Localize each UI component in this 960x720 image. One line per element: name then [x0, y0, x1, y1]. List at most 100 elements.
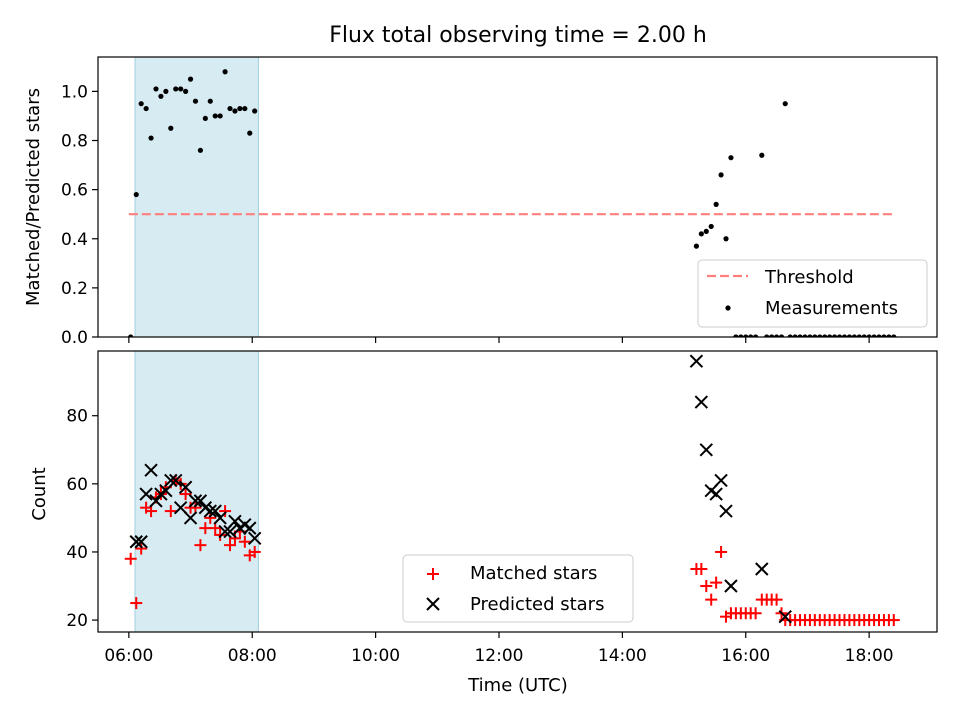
matched-star-point	[179, 488, 192, 501]
ratio-panel: 0.0 0.2 0.4 0.6 0.8 1.0 Matched/Predicted sta…	[23, 56, 938, 348]
predicted-star-point	[134, 535, 148, 549]
count-shaded-window	[134, 350, 259, 633]
measurement-point	[861, 334, 867, 337]
measurement-point	[817, 334, 823, 337]
count-panel: 20 40 60 80 06:00 08:00 10:00 12:00 14:00 16:00 1…	[29, 350, 938, 696]
matched-star-point	[238, 535, 251, 548]
measurement-point	[787, 334, 793, 337]
predicted-star-point	[144, 463, 158, 477]
predicted-star-point	[173, 500, 188, 515]
predicted-star-point	[164, 473, 178, 488]
measurement-point	[708, 223, 714, 230]
y-tick-label: 0.8	[61, 132, 88, 152]
matched-star-point	[695, 562, 708, 575]
matched-star-point	[224, 539, 237, 552]
x-tick-label: 18:00	[845, 646, 894, 666]
measurement-point	[792, 334, 798, 337]
measurement-point	[802, 334, 808, 337]
matched-star-point	[749, 607, 762, 620]
measurement-point	[713, 201, 719, 207]
predicted-star-point	[223, 524, 237, 539]
measurement-point	[886, 334, 892, 337]
measurement-point	[693, 243, 700, 249]
measurement-point	[866, 334, 872, 337]
count-legend-frame	[402, 554, 634, 623]
measurement-point	[822, 334, 828, 337]
matched-star-point	[130, 597, 143, 610]
measurement-point	[138, 101, 144, 107]
measurement-point	[168, 125, 174, 131]
measurement-point	[183, 88, 189, 94]
predicted-star-point	[159, 483, 173, 498]
predicted-star-point	[213, 511, 227, 525]
measurement-point	[807, 334, 813, 337]
count-series	[124, 354, 900, 627]
predicted-star-point	[169, 473, 183, 488]
x-tick-label: 10:00	[351, 646, 400, 666]
x-axis-label: Time (UTC)	[467, 675, 568, 696]
measurement-point	[718, 172, 724, 178]
x-tick-label: 16:00	[721, 646, 770, 666]
measurement-point	[769, 334, 775, 337]
matched-star-point	[174, 477, 187, 490]
x-tick-label: 08:00	[228, 646, 277, 666]
matched-star-point	[248, 545, 261, 558]
predicted-star-point	[709, 487, 723, 501]
measurement-point	[237, 105, 243, 112]
legend-threshold-label: Threshold	[764, 267, 854, 288]
measurement-point	[252, 108, 258, 114]
count-panel-frame	[97, 350, 938, 633]
measurement-point	[891, 334, 897, 337]
count-x-axis: 06:00 08:00 10:00 12:00 14:00 16:00 18:00	[104, 632, 894, 666]
measurement-point	[753, 334, 759, 337]
measurement-point	[827, 334, 833, 337]
matched-star-point	[710, 576, 723, 589]
measurement-point	[187, 76, 194, 82]
predicted-star-point	[755, 562, 769, 576]
predicted-star-point	[208, 504, 222, 518]
predicted-star-point	[139, 487, 153, 501]
matched-star-point	[705, 593, 718, 606]
y-tick-label: 0.2	[61, 279, 88, 299]
legend-predicted-label: Predicted stars	[470, 594, 604, 615]
matched-star-point	[194, 539, 207, 552]
matched-star-point	[715, 545, 728, 558]
measurement-point	[703, 228, 709, 234]
y-tick-label: 0.4	[61, 230, 88, 250]
legend-measurements-swatch	[725, 305, 731, 311]
measurement-point	[207, 98, 213, 104]
measurement-point	[197, 147, 204, 153]
measurement-point	[743, 334, 749, 337]
measurement-point	[831, 334, 838, 337]
predicted-star-point	[178, 480, 193, 494]
x-tick-label: 12:00	[474, 646, 523, 666]
matched-star-point	[700, 580, 713, 593]
ratio-y-axis: 0.0 0.2 0.4 0.6 0.8 1.0	[61, 82, 98, 348]
ratio-panel-frame	[97, 56, 938, 338]
legend-matched-swatch	[427, 568, 439, 580]
measurement-point	[163, 88, 169, 94]
count-y-label: Count	[29, 467, 50, 520]
measurement-point	[698, 231, 704, 237]
measurement-point	[733, 334, 739, 337]
measurement-point	[782, 101, 788, 107]
measurement-point	[871, 334, 877, 337]
measurement-point	[728, 155, 734, 161]
count-y-axis: 20 40 60 80	[66, 407, 98, 631]
measurement-point	[143, 105, 149, 112]
predicted-star-point	[778, 609, 792, 624]
legend-measurements-label: Measurements	[765, 298, 898, 319]
measurement-point	[876, 334, 882, 337]
matched-star-point	[135, 542, 148, 555]
matched-star-point	[219, 505, 232, 518]
predicted-star-point	[714, 473, 728, 488]
ratio-y-label: Matched/Predicted stars	[23, 88, 44, 306]
y-tick-label: 40	[66, 543, 88, 563]
measurement-point	[851, 334, 857, 337]
ratio-shaded-window	[134, 56, 259, 338]
measurement-point	[227, 105, 233, 112]
y-tick-label: 60	[66, 475, 88, 495]
predicted-star-point	[218, 524, 232, 539]
matched-star-point	[214, 528, 227, 541]
